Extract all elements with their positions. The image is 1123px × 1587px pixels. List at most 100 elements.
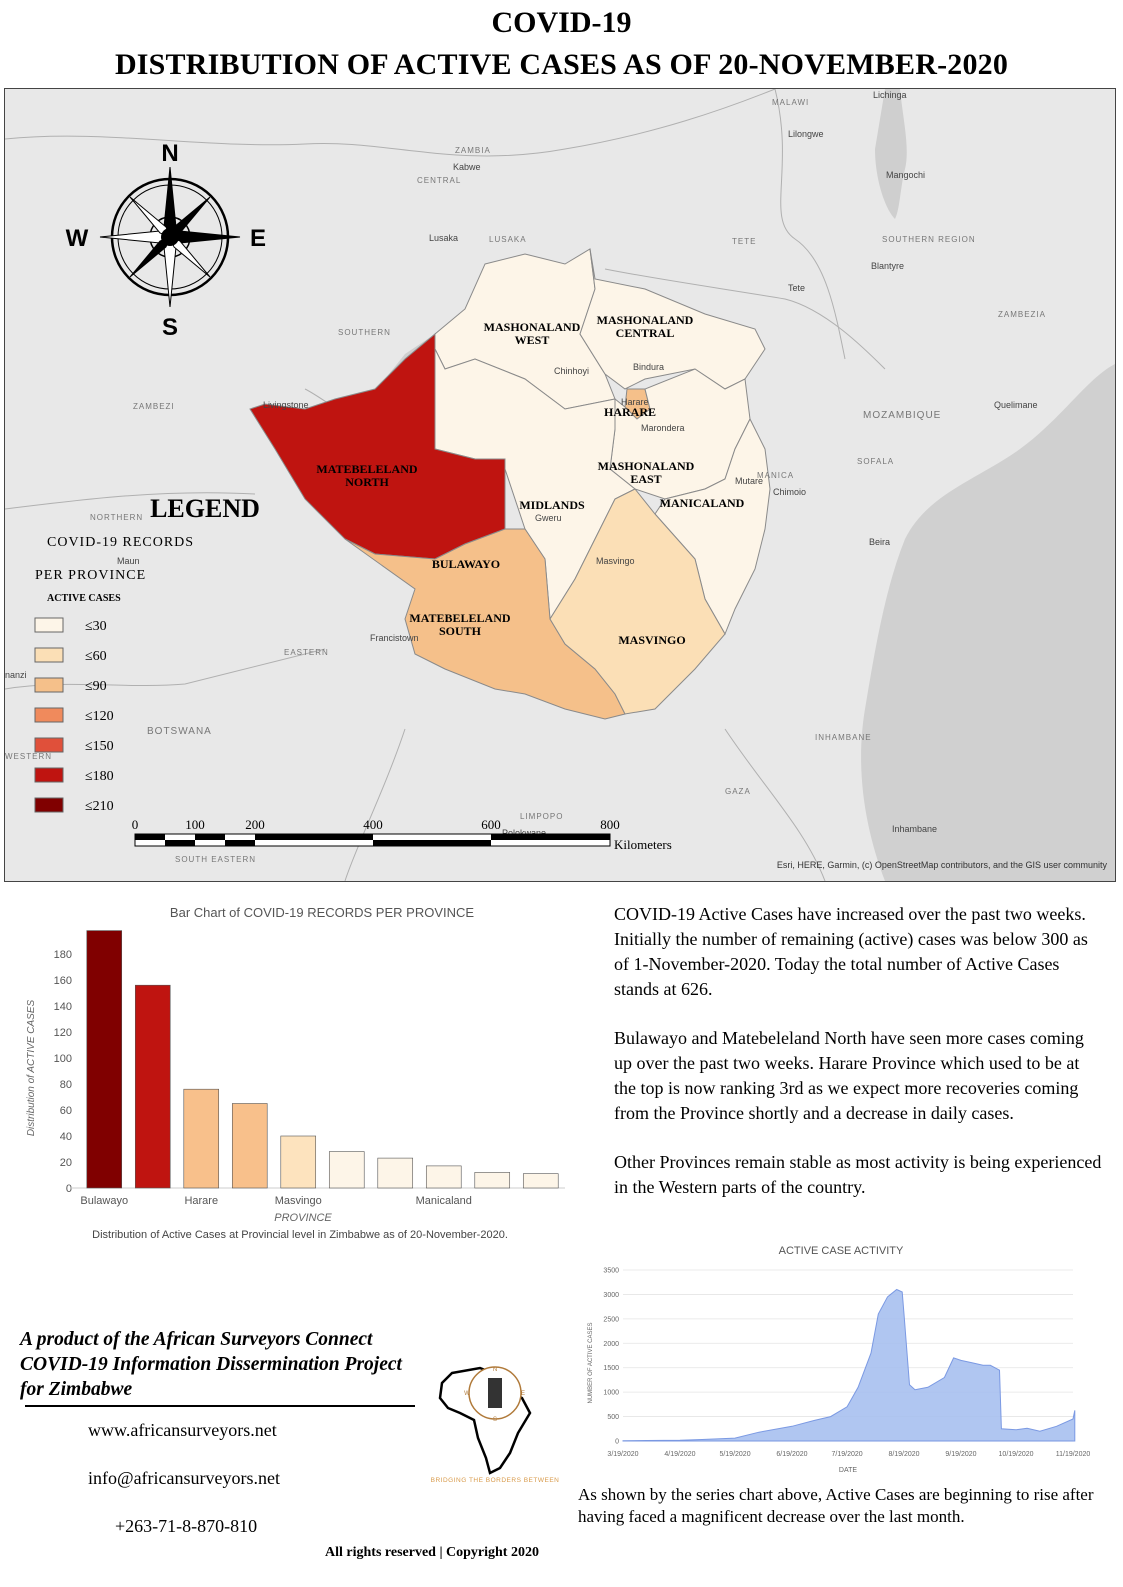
map[interactable]: ZAMBIA MALAWI MOZAMBIQUE BOTSWANA CENTRA… [4, 88, 1116, 882]
phone-number: +263-71-8-870-810 [115, 1516, 258, 1536]
area-chart-xlabel: DATE [839, 1467, 857, 1474]
legend-swatch [34, 737, 64, 753]
bar-ytick-label: 60 [60, 1105, 72, 1117]
scale-bar: 0 100 200 400 600 800 Kilometers [132, 817, 672, 852]
compass-rose: N S W E [66, 140, 266, 341]
region-label-western: WESTERN [5, 752, 52, 761]
country-label-malawi: MALAWI [772, 98, 809, 107]
province-label-line: MATEBELELAND [409, 611, 510, 625]
area-xtick-label: 6/19/2020 [776, 1451, 807, 1458]
city-maun: Maun [117, 556, 140, 566]
city-nanzi: nanzi [5, 670, 27, 680]
legend-field: ACTIVE CASES [47, 593, 121, 604]
region-label-manica: MANICA [757, 471, 794, 480]
compass-s: S [162, 314, 178, 341]
bar-ytick-label: 20 [60, 1157, 72, 1169]
city-mangochi: Mangochi [886, 170, 925, 180]
title-line-1: COVID-19 [491, 6, 632, 39]
city-chimoio: Chimoio [773, 487, 806, 497]
area-xtick-label: 4/19/2020 [664, 1451, 695, 1458]
paragraph-3: Other Provinces remain stable as most ac… [614, 1152, 1102, 1197]
city-kabwe: Kabwe [453, 162, 481, 172]
area-xtick-label: 9/19/2020 [945, 1451, 976, 1458]
surveyor-figure-icon [488, 1378, 502, 1408]
indian-ocean [861, 364, 1115, 881]
province-label-line: WEST [515, 333, 550, 347]
city-lichinga: Lichinga [873, 90, 907, 100]
region-label-gaza: GAZA [725, 787, 751, 796]
region-label-southern: SOUTHERN [338, 328, 391, 337]
province-label-harare: HARARE [604, 405, 656, 419]
city-chinhoyi: Chinhoyi [554, 366, 589, 376]
province-label-line: BULAWAYO [432, 557, 500, 571]
paragraph-1: COVID-19 Active Cases have increased ove… [614, 904, 1088, 999]
province-label-line: MASHONALAND [597, 313, 694, 327]
city-gweru: Gweru [535, 513, 562, 523]
legend-swatch [34, 617, 64, 633]
city-tete: Tete [788, 283, 805, 293]
area-xtick-label: 11/19/2020 [1056, 1451, 1091, 1458]
bar [134, 984, 171, 1189]
legend-swatch [34, 767, 64, 783]
legend-class-label: ≤30 [85, 619, 107, 634]
legend-subtitle-1: COVID-19 RECORDS [47, 535, 194, 550]
region-label-sofala: SOFALA [857, 457, 894, 466]
scale-tick-label: 0 [132, 817, 139, 832]
city-bindura: Bindura [633, 362, 664, 372]
province-label-line: MATEBELELAND [316, 462, 417, 476]
province-label-mashonaland-east: MASHONALAND EAST [598, 459, 695, 486]
map-attribution: Esri, HERE, Garmin, (c) OpenStreetMap co… [777, 860, 1108, 870]
area-xtick-label: 8/19/2020 [888, 1451, 919, 1458]
email-link[interactable]: info@africansurveyors.net [88, 1468, 281, 1488]
copyright: All rights reserved | Copyright 2020 [325, 1545, 539, 1560]
bar [425, 1165, 462, 1189]
bar-ytick-label: 80 [60, 1079, 72, 1091]
scale-tick-label: 400 [363, 817, 383, 832]
bar [328, 1151, 365, 1189]
city-francistown: Francistown [370, 633, 419, 643]
credit-line-3: for Zimbabwe [20, 1379, 133, 1400]
legend-swatch [34, 647, 64, 663]
website-link[interactable]: www.africansurveyors.net [88, 1420, 277, 1440]
area-xtick-label: 5/19/2020 [719, 1451, 750, 1458]
bar-ytick-label: 160 [54, 975, 72, 987]
region-label-southern-region: SOUTHERN REGION [882, 235, 976, 244]
province-label-line: MANICALAND [660, 496, 745, 510]
province-label-line: EAST [630, 472, 661, 486]
bar-xtick-label: Manicaland [416, 1195, 472, 1207]
bar [86, 930, 123, 1189]
bar-xtick-label: Bulawayo [80, 1195, 128, 1207]
paragraph-2: Bulawayo and Matebeleland North have see… [614, 1028, 1084, 1123]
legend-class-label: ≤60 [85, 649, 107, 664]
region-label-tete: TETE [732, 237, 756, 246]
compass-n: N [161, 140, 178, 167]
legend-class-label: ≤210 [85, 799, 114, 814]
footer-credit: A product of the African Surveyors Conne… [20, 1327, 480, 1402]
region-label-lusaka: LUSAKA [489, 235, 527, 244]
province-label-line: MASHONALAND [484, 320, 581, 334]
province-masvingo [549, 488, 726, 715]
legend-class-label: ≤150 [85, 739, 114, 754]
province-label-matebeleland-north: MATEBELELAND NORTH [316, 462, 417, 489]
province-label-line: CENTRAL [616, 326, 675, 340]
country-label-mozambique: MOZAMBIQUE [863, 410, 941, 421]
area-chart-title: ACTIVE CASE ACTIVITY [779, 1245, 904, 1257]
bar [183, 1088, 220, 1189]
credit-line-1: A product of the African Surveyors Conne… [20, 1329, 373, 1350]
province-label-mashonaland-central: MASHONALAND CENTRAL [597, 313, 694, 340]
province-label-line: SOUTH [439, 624, 482, 638]
province-label-mashonaland-west: MASHONALAND WEST [484, 320, 581, 347]
bar [522, 1173, 559, 1189]
legend-class-label: ≤120 [85, 709, 114, 724]
region-label-zambezia: ZAMBEZIA [998, 310, 1046, 319]
city-inhambane: Inhambane [892, 824, 937, 834]
bar-chart-caption: Distribution of Active Cases at Provinci… [92, 1229, 508, 1241]
scale-tick-label: 600 [481, 817, 501, 832]
city-beira: Beira [869, 537, 890, 547]
province-label-masvingo: MASVINGO [618, 633, 685, 647]
area-ytick-label: 1500 [603, 1365, 619, 1372]
footer-divider [25, 1405, 415, 1407]
province-label-line: MIDLANDS [519, 498, 585, 512]
country-label-zambia: ZAMBIA [455, 146, 491, 155]
province-label-midlands: MIDLANDS [519, 498, 585, 512]
